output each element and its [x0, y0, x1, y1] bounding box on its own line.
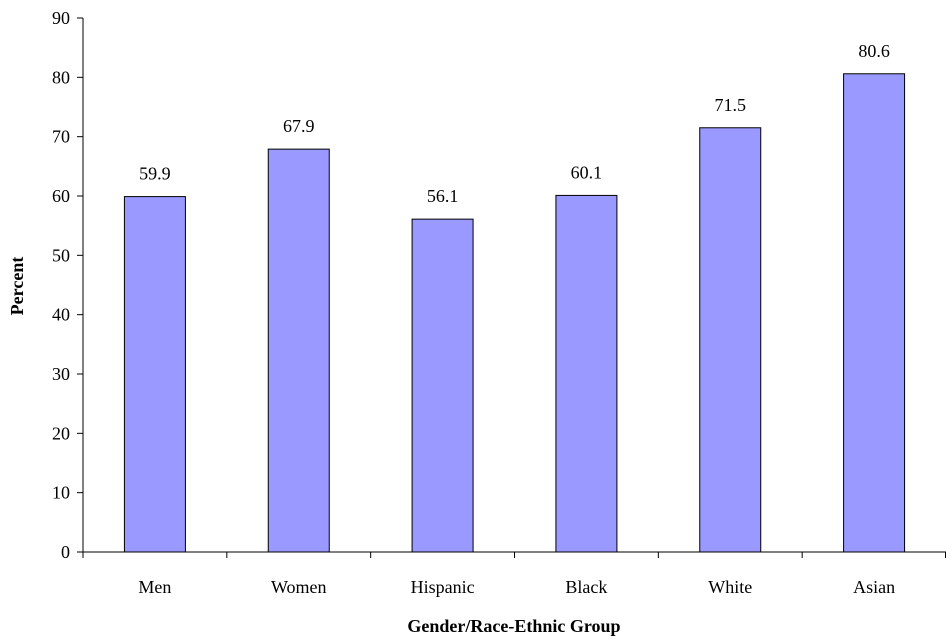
bar-asian: [843, 73, 906, 553]
bar-white: [699, 127, 762, 553]
y-tick-label: 10: [52, 483, 70, 503]
category-label-asian: Asian: [853, 577, 895, 597]
category-label-white: White: [708, 577, 752, 597]
bar-women: [267, 148, 330, 553]
x-axis-title: Gender/Race-Ethnic Group: [407, 616, 620, 636]
y-tick-label: 80: [52, 67, 70, 87]
category-label-black: Black: [565, 577, 607, 597]
y-tick-label: 90: [52, 8, 70, 28]
y-axis-title: Percent: [7, 257, 27, 316]
data-label-black: 60.1: [571, 162, 603, 182]
data-label-women: 67.9: [283, 116, 315, 136]
bar-black: [555, 194, 618, 553]
bar-men: [123, 196, 186, 553]
y-axis: 0 10 20 30 40 50 60 70 80 90: [52, 8, 84, 562]
data-label-asian: 80.6: [858, 41, 890, 61]
y-tick-label: 60: [52, 186, 70, 206]
bars: [123, 73, 906, 553]
category-label-hispanic: Hispanic: [411, 577, 475, 597]
category-label-men: Men: [138, 577, 171, 597]
data-label-men: 59.9: [139, 164, 171, 184]
y-tick-label: 0: [61, 542, 70, 562]
data-label-white: 71.5: [715, 95, 747, 115]
data-labels: 59.9 67.9 56.1 60.1 71.5 80.6: [139, 41, 890, 206]
data-label-hispanic: 56.1: [427, 186, 459, 206]
bar-hispanic: [411, 218, 474, 553]
y-tick-label: 70: [52, 127, 70, 147]
x-axis: Men Women Hispanic Black White Asian: [82, 551, 946, 597]
category-label-women: Women: [271, 577, 327, 597]
y-tick-label: 30: [52, 364, 70, 384]
y-tick-label: 50: [52, 245, 70, 265]
y-tick-label: 20: [52, 423, 70, 443]
y-tick-label: 40: [52, 305, 70, 325]
